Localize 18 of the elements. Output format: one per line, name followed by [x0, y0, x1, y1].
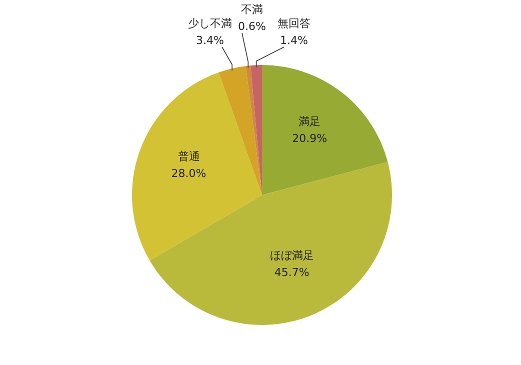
pie-slice: [150, 162, 392, 325]
slice-label: 不満: [241, 3, 263, 16]
pie-slice: [246, 66, 262, 195]
slice-label: 少し不満: [188, 17, 232, 30]
data-label: 1.4%: [280, 34, 308, 47]
slice-label: 無回答: [278, 17, 310, 30]
slice-label: 満足: [298, 115, 321, 128]
pie-slice: [250, 65, 262, 195]
pie-slice: [262, 65, 388, 195]
pie-slice: [132, 72, 262, 260]
pie-slice: [218, 66, 262, 195]
data-label: 28.0%: [171, 167, 206, 180]
data-label: 0.6%: [238, 20, 266, 33]
data-label: 45.7%: [274, 266, 310, 280]
slice-label: 普通: [178, 150, 200, 164]
data-label: 3.4%: [196, 34, 224, 47]
slice-label: ほぼ満足: [270, 249, 314, 262]
data-label: 20.9%: [292, 132, 328, 146]
